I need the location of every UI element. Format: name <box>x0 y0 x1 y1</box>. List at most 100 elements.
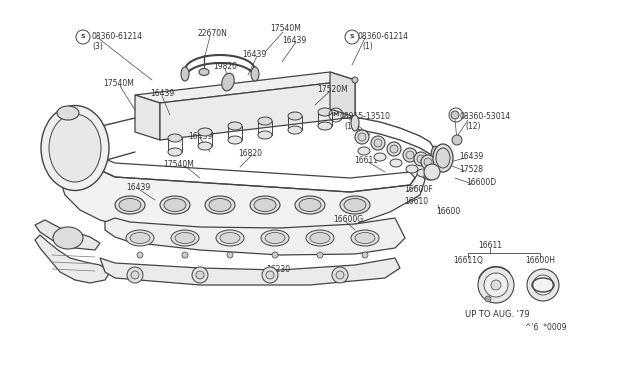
Circle shape <box>403 148 417 162</box>
Text: (12): (12) <box>344 122 360 131</box>
Circle shape <box>374 139 382 147</box>
Text: 08360-61214: 08360-61214 <box>358 32 409 41</box>
Circle shape <box>527 269 559 301</box>
Ellipse shape <box>417 169 429 177</box>
Text: 16600G: 16600G <box>333 215 363 224</box>
Ellipse shape <box>374 153 386 161</box>
Ellipse shape <box>220 232 240 244</box>
Text: 16439: 16439 <box>126 183 150 192</box>
Ellipse shape <box>344 199 366 212</box>
Ellipse shape <box>254 199 276 212</box>
Ellipse shape <box>299 199 321 212</box>
Ellipse shape <box>358 147 370 155</box>
Ellipse shape <box>424 172 436 180</box>
Text: 16230: 16230 <box>266 265 290 274</box>
Ellipse shape <box>216 230 244 246</box>
Text: 16439: 16439 <box>242 50 266 59</box>
Text: S: S <box>81 35 85 39</box>
Text: 19820: 19820 <box>213 62 237 71</box>
Ellipse shape <box>115 196 145 214</box>
Circle shape <box>127 267 143 283</box>
Ellipse shape <box>41 106 109 190</box>
Ellipse shape <box>250 196 280 214</box>
Ellipse shape <box>431 146 439 166</box>
Circle shape <box>362 252 368 258</box>
Circle shape <box>484 273 508 297</box>
Polygon shape <box>135 95 160 140</box>
Polygon shape <box>105 218 405 255</box>
Ellipse shape <box>351 115 359 131</box>
Circle shape <box>358 133 366 141</box>
Text: 17520M: 17520M <box>317 85 348 94</box>
Polygon shape <box>35 220 100 250</box>
Circle shape <box>137 252 143 258</box>
Circle shape <box>478 267 514 303</box>
Circle shape <box>131 271 139 279</box>
Circle shape <box>371 136 385 150</box>
Circle shape <box>424 158 432 166</box>
Ellipse shape <box>265 232 285 244</box>
Ellipse shape <box>406 165 418 173</box>
Text: 17540M: 17540M <box>103 79 134 88</box>
Circle shape <box>192 267 208 283</box>
Text: 16600H: 16600H <box>525 256 555 265</box>
Ellipse shape <box>340 196 370 214</box>
Ellipse shape <box>318 108 332 116</box>
Circle shape <box>182 252 188 258</box>
Ellipse shape <box>175 232 195 244</box>
Circle shape <box>336 271 344 279</box>
Text: 08360-53014: 08360-53014 <box>460 112 511 121</box>
Polygon shape <box>330 72 355 117</box>
Polygon shape <box>100 258 400 285</box>
Circle shape <box>424 164 440 180</box>
Polygon shape <box>135 72 355 103</box>
Circle shape <box>452 135 462 145</box>
Text: (1): (1) <box>362 42 372 51</box>
Ellipse shape <box>209 199 231 212</box>
Ellipse shape <box>355 232 375 244</box>
Circle shape <box>272 252 278 258</box>
Text: 16611Q: 16611Q <box>453 256 483 265</box>
Text: 08915-13510: 08915-13510 <box>339 112 390 121</box>
Circle shape <box>266 271 274 279</box>
Text: 16439: 16439 <box>282 36 307 45</box>
Circle shape <box>485 296 491 302</box>
Text: 16439: 16439 <box>150 89 174 98</box>
Ellipse shape <box>436 148 450 168</box>
Circle shape <box>414 152 428 166</box>
Text: 16820: 16820 <box>238 149 262 158</box>
Text: 16611: 16611 <box>478 241 502 250</box>
Circle shape <box>421 155 435 169</box>
Ellipse shape <box>119 199 141 212</box>
Ellipse shape <box>53 227 83 249</box>
Text: 16439: 16439 <box>188 132 212 141</box>
Circle shape <box>390 145 398 153</box>
Ellipse shape <box>288 112 302 120</box>
Circle shape <box>332 267 348 283</box>
Circle shape <box>355 130 369 144</box>
Text: 16600D: 16600D <box>466 178 496 187</box>
Text: 16600F: 16600F <box>404 185 433 194</box>
Ellipse shape <box>390 159 402 167</box>
Ellipse shape <box>306 230 334 246</box>
Ellipse shape <box>199 68 209 76</box>
Ellipse shape <box>49 114 101 182</box>
Text: 16600: 16600 <box>436 207 460 216</box>
Ellipse shape <box>258 131 272 139</box>
Ellipse shape <box>198 128 212 136</box>
Text: (3): (3) <box>92 42 103 51</box>
Text: ^'6  *0009: ^'6 *0009 <box>525 323 566 332</box>
Ellipse shape <box>228 122 242 130</box>
Text: 16610: 16610 <box>404 197 428 206</box>
Text: 22670N: 22670N <box>198 29 228 38</box>
Ellipse shape <box>57 106 79 120</box>
Ellipse shape <box>168 148 182 156</box>
Ellipse shape <box>258 117 272 125</box>
Text: 08360-61214: 08360-61214 <box>92 32 143 41</box>
Ellipse shape <box>160 196 190 214</box>
Text: S: S <box>454 112 458 118</box>
Ellipse shape <box>351 230 379 246</box>
Ellipse shape <box>205 196 235 214</box>
Ellipse shape <box>251 67 259 81</box>
Ellipse shape <box>198 142 212 150</box>
